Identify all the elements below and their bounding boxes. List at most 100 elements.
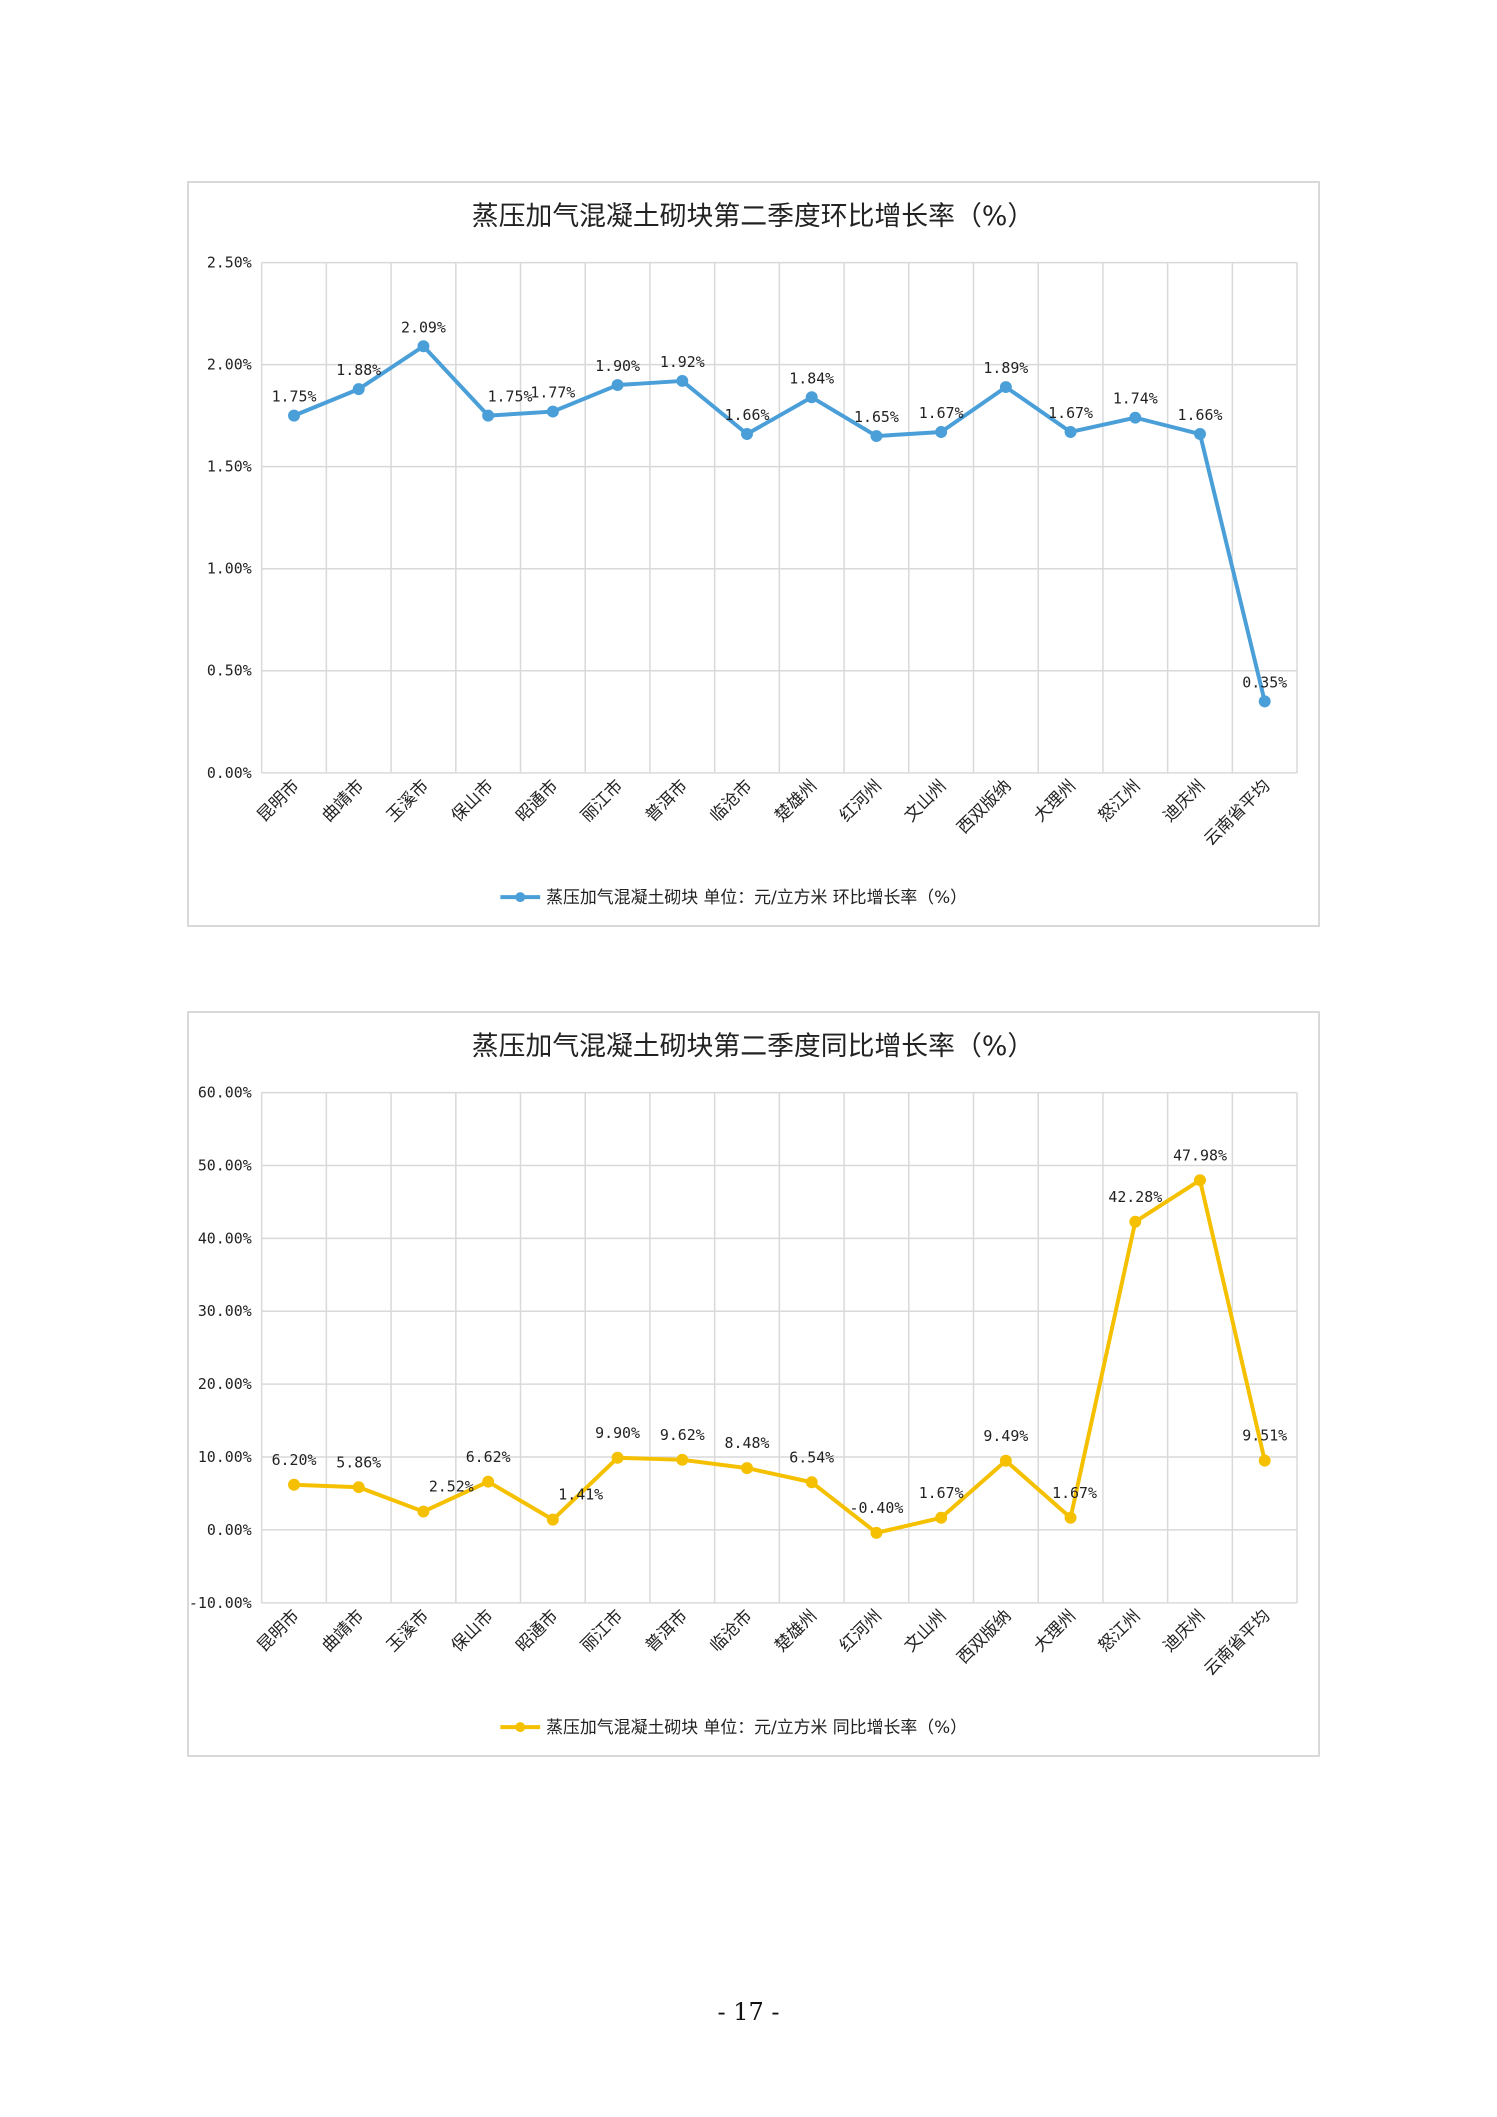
y-tick-label: 2.00%: [207, 356, 252, 374]
chart-2-y-axis: -10.00% 0.00% 10.00% 20.00% 30.00% 40.00% 50.0…: [189, 1084, 252, 1612]
data-label: 9.90%: [595, 1424, 640, 1442]
y-tick-label: 30.00%: [198, 1302, 252, 1320]
x-category-label: 大理州: [1029, 775, 1079, 825]
x-category-label: 普洱市: [641, 1605, 691, 1655]
page-number: - 17 -: [717, 1998, 780, 2026]
chart-2-legend-label: 蒸压加气混凝土砌块 单位：元/立方米 同比增长率（%）: [546, 1717, 967, 1737]
data-label: 47.98%: [1173, 1146, 1227, 1164]
data-label: 9.62%: [660, 1426, 705, 1444]
data-label: 1.88%: [336, 361, 381, 379]
x-category-label: 昆明市: [253, 775, 303, 825]
data-point: [1129, 1215, 1142, 1228]
data-point: [999, 381, 1012, 394]
data-point: [1064, 1511, 1077, 1524]
data-label: 1.90%: [595, 357, 640, 375]
x-category-label: 曲靖市: [318, 1605, 368, 1655]
chart-2-series: [288, 1174, 1271, 1539]
data-point: [935, 1511, 948, 1524]
data-point: [805, 391, 818, 404]
data-point: [741, 428, 753, 440]
y-tick-label: 50.00%: [198, 1156, 252, 1174]
y-tick-label: 0.50%: [207, 662, 252, 680]
y-tick-label: -10.00%: [189, 1594, 252, 1612]
x-category-label: 迪庆州: [1159, 1605, 1209, 1655]
y-tick-label: 0.00%: [207, 1521, 252, 1539]
data-point: [741, 1462, 753, 1475]
data-point: [870, 430, 883, 443]
x-category-label: 文山州: [900, 775, 950, 825]
data-point: [1194, 1174, 1206, 1187]
x-category-label: 西双版纳: [953, 775, 1015, 837]
data-label: 0.35%: [1242, 673, 1287, 691]
x-category-label: 临沧市: [706, 1605, 756, 1655]
chart-1-title: 蒸压加气混凝土砌块第二季度环比增长率（%）: [472, 201, 1034, 232]
x-category-label: 大理州: [1029, 1605, 1079, 1655]
x-category-label: 红河州: [835, 775, 885, 825]
data-point: [1064, 426, 1077, 438]
data-point: [611, 1451, 624, 1464]
x-category-label: 怒江州: [1094, 775, 1144, 825]
data-label: 8.48%: [725, 1434, 770, 1452]
data-label: 2.52%: [429, 1478, 474, 1496]
data-point: [352, 1481, 365, 1494]
y-tick-label: 10.00%: [198, 1448, 252, 1466]
y-tick-label: 1.50%: [207, 458, 252, 476]
data-label: 1.67%: [1048, 404, 1093, 422]
data-label: 1.77%: [530, 384, 575, 402]
chart-1-svg: 蒸压加气混凝土砌块第二季度环比增长率（%） 0.00% 0.50% 1.00% 1.5…: [207, 201, 1298, 907]
data-label: 1.66%: [1178, 406, 1223, 424]
y-tick-label: 60.00%: [198, 1084, 252, 1102]
series-line: [293, 344, 1267, 702]
x-category-label: 昭通市: [512, 775, 562, 825]
x-category-label: 红河州: [835, 1605, 885, 1655]
x-category-label: 玉溪市: [382, 1605, 432, 1655]
data-point: [611, 379, 624, 391]
data-label: 42.28%: [1108, 1188, 1162, 1206]
chart-2-data-labels: 6.20% 5.86% 2.52% 6.62% 1.41% 9.90% 9.62% 8.48%…: [272, 1146, 1288, 1517]
chart-1-data-labels: 1.75%1.88%2.09%1.75%1.77%1.90% 1.92%1.66%…: [272, 318, 1288, 691]
x-category-label: 怒江州: [1094, 1605, 1144, 1655]
y-tick-label: 1.00%: [207, 560, 252, 578]
chart-2-legend-marker: [515, 1722, 526, 1733]
x-category-label: 云南省平均: [1200, 775, 1274, 849]
data-label: 5.86%: [336, 1453, 381, 1471]
data-point: [352, 383, 365, 396]
data-label: 9.51%: [1242, 1427, 1287, 1445]
data-label: 1.84%: [789, 369, 834, 387]
chart-2-title: 蒸压加气混凝土砌块第二季度同比增长率（%）: [472, 1031, 1034, 1062]
chart-2-legend: 蒸压加气混凝土砌块 单位：元/立方米 同比增长率（%）: [500, 1717, 967, 1737]
data-point: [546, 1513, 559, 1526]
chart-2-gridlines: [260, 1091, 1298, 1604]
x-category-label: 普洱市: [641, 775, 691, 825]
series-line: [293, 1178, 1267, 1535]
data-point: [676, 374, 689, 387]
x-category-label: 临沧市: [706, 775, 756, 825]
data-point: [805, 1476, 818, 1489]
data-label: 2.09%: [401, 318, 446, 336]
data-point: [1194, 428, 1206, 440]
x-category-label: 云南省平均: [1200, 1605, 1274, 1679]
y-tick-label: 20.00%: [198, 1375, 252, 1393]
data-label: 1.65%: [854, 408, 899, 426]
x-category-label: 昆明市: [253, 1605, 303, 1655]
data-label: 6.20%: [272, 1451, 317, 1469]
y-tick-label: 40.00%: [198, 1229, 252, 1247]
data-point: [417, 1505, 430, 1518]
data-label: 1.75%: [488, 388, 533, 406]
chart-2-svg: 蒸压加气混凝土砌块第二季度同比增长率（%） -10.00% 0.00% 10.00%…: [189, 1031, 1298, 1737]
chart-1-y-axis: 0.00% 0.50% 1.00% 1.50% 2.00% 2.50%: [207, 254, 252, 782]
x-category-label: 西双版纳: [953, 1605, 1015, 1667]
chart-1-x-axis: 昆明市 曲靖市 玉溪市 保山市 昭通市 丽江市 普洱市 临沧市 楚雄州 红河州 文山州 西双版纳 大理州…: [253, 775, 1274, 849]
x-category-label: 保山市: [447, 1605, 497, 1655]
x-category-label: 玉溪市: [382, 775, 432, 825]
data-label: 1.74%: [1113, 390, 1158, 408]
data-label: 1.92%: [660, 353, 705, 371]
data-point: [676, 1453, 689, 1466]
data-point: [288, 409, 300, 422]
chart-2-x-axis: 昆明市 曲靖市 玉溪市 保山市 昭通市 丽江市 普洱市 临沧市 楚雄州 红河州 文山州 西双版纳 大理州…: [253, 1605, 1274, 1679]
chart-1-legend-marker: [515, 892, 526, 903]
data-label: 1.75%: [272, 388, 317, 406]
data-label: 1.67%: [1052, 1484, 1097, 1502]
chart-1-legend: 蒸压加气混凝土砌块 单位：元/立方米 环比增长率（%）: [500, 887, 967, 907]
data-point: [546, 405, 559, 418]
